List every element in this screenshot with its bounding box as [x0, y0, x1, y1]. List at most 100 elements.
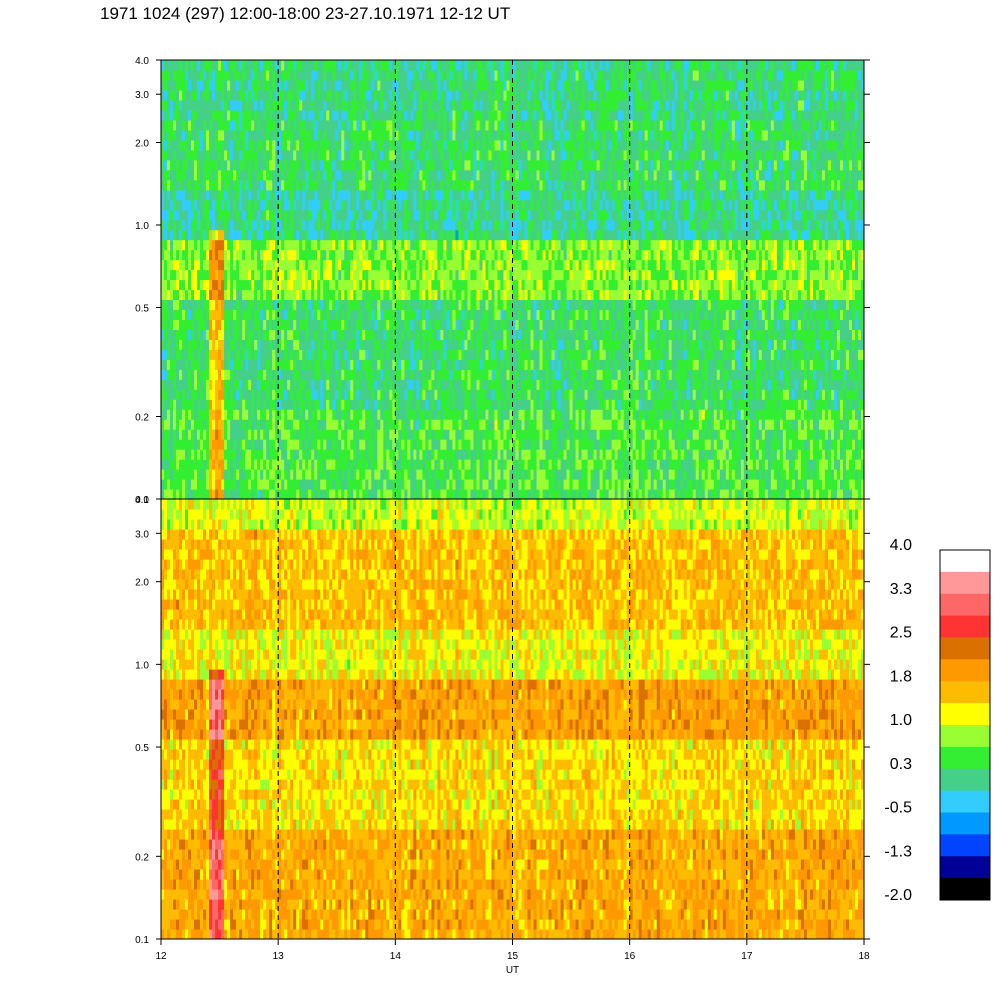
- heatmap-cell: [383, 349, 387, 360]
- heatmap-cell: [500, 419, 505, 430]
- heatmap-cell: [293, 159, 297, 171]
- heatmap-cell: [272, 389, 276, 400]
- heatmap-cell: [455, 379, 460, 390]
- heatmap-cell: [362, 179, 366, 191]
- heatmap-cell: [173, 60, 177, 71]
- heatmap-cell: [395, 139, 399, 151]
- heatmap-cell: [281, 369, 285, 380]
- heatmap-cell: [209, 479, 213, 490]
- heatmap-cell: [206, 269, 210, 281]
- heatmap-cell: [473, 219, 478, 231]
- heatmap-cell: [359, 469, 363, 480]
- heatmap-cell: [341, 389, 345, 400]
- heatmap-cell: [176, 279, 180, 291]
- heatmap-cell: [470, 69, 475, 81]
- heatmap-cell: [323, 299, 327, 311]
- heatmap-cell: [281, 60, 285, 71]
- heatmap-cell: [230, 399, 234, 410]
- heatmap-cell: [257, 449, 261, 460]
- heatmap-cell: [191, 329, 195, 340]
- heatmap-cell: [293, 289, 297, 301]
- heatmap-cell: [203, 429, 207, 440]
- heatmap-cell: [239, 359, 243, 370]
- heatmap-cell: [347, 429, 351, 440]
- heatmap-cell: [476, 429, 481, 440]
- heatmap-cell: [248, 139, 252, 151]
- heatmap-cell: [371, 79, 375, 91]
- heatmap-cell: [488, 459, 493, 470]
- heatmap-cell: [182, 459, 186, 470]
- heatmap-cell: [353, 399, 357, 410]
- heatmap-cell: [338, 209, 342, 221]
- heatmap-cell: [440, 479, 444, 490]
- heatmap-cell: [452, 399, 457, 410]
- heatmap-cell: [461, 329, 466, 340]
- heatmap-cell: [497, 349, 502, 360]
- heatmap-cell: [470, 109, 475, 121]
- heatmap-cell: [413, 259, 417, 271]
- heatmap-cell: [497, 479, 502, 490]
- heatmap-cell: [218, 179, 222, 191]
- heatmap-cell: [353, 479, 357, 490]
- heatmap-cell: [263, 379, 267, 390]
- heatmap-cell: [437, 389, 441, 400]
- heatmap-cell: [302, 339, 306, 350]
- heatmap-cell: [203, 399, 207, 410]
- heatmap-cell: [419, 129, 423, 141]
- heatmap-cell: [407, 129, 411, 141]
- heatmap-cell: [317, 259, 321, 271]
- heatmap-cell: [299, 159, 303, 171]
- heatmap-cell: [398, 249, 402, 261]
- heatmap-cell: [167, 409, 171, 420]
- heatmap-cell: [446, 89, 451, 101]
- heatmap-cell: [314, 279, 318, 291]
- heatmap-cell: [164, 389, 168, 400]
- heatmap-cell: [476, 369, 481, 380]
- heatmap-cell: [221, 249, 225, 261]
- heatmap-cell: [368, 349, 372, 360]
- heatmap-cell: [215, 60, 219, 71]
- heatmap-cell: [197, 379, 201, 390]
- heatmap-cell: [161, 269, 165, 281]
- heatmap-cell: [269, 209, 273, 221]
- heatmap-cell: [191, 389, 195, 400]
- heatmap-cell: [491, 269, 496, 281]
- heatmap-cell: [437, 399, 441, 410]
- heatmap-cell: [233, 79, 237, 91]
- heatmap-cell: [308, 219, 312, 231]
- heatmap-cell: [395, 379, 399, 390]
- heatmap-cell: [203, 239, 207, 251]
- heatmap-cell: [215, 179, 219, 191]
- heatmap-cell: [323, 249, 327, 261]
- heatmap-cell: [251, 319, 255, 330]
- heatmap-cell: [173, 69, 177, 81]
- heatmap-cell: [218, 299, 222, 311]
- heatmap-cell: [335, 99, 339, 111]
- heatmap-cell: [278, 459, 282, 470]
- heatmap-cell: [362, 149, 366, 161]
- heatmap-cell: [290, 349, 294, 360]
- heatmap-cell: [488, 369, 493, 380]
- heatmap-cell: [308, 489, 312, 499]
- heatmap-cell: [257, 89, 261, 101]
- heatmap-cell: [347, 219, 351, 231]
- heatmap-cell: [425, 69, 429, 81]
- heatmap-cell: [269, 299, 273, 311]
- heatmap-cell: [446, 419, 451, 430]
- heatmap-cell: [491, 79, 496, 91]
- heatmap-cell: [311, 99, 315, 111]
- heatmap-cell: [416, 319, 420, 330]
- heatmap-cell: [338, 479, 342, 490]
- heatmap-cell: [347, 159, 351, 171]
- heatmap-cell: [392, 139, 396, 151]
- heatmap-cell: [284, 469, 288, 480]
- heatmap-cell: [161, 169, 165, 181]
- heatmap-cell: [359, 409, 363, 420]
- heatmap-cell: [377, 359, 381, 370]
- heatmap-cell: [326, 169, 330, 181]
- heatmap-cell: [488, 89, 493, 101]
- heatmap-cell: [203, 219, 207, 231]
- heatmap-cell: [359, 139, 363, 151]
- heatmap-cell: [482, 209, 487, 221]
- heatmap-cell: [482, 129, 487, 141]
